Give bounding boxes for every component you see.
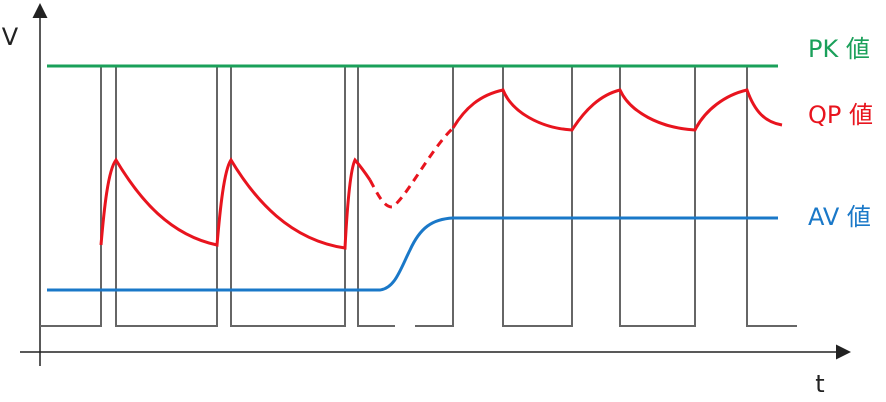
pulse-train — [40, 65, 797, 327]
y-axis-label: V — [2, 23, 19, 51]
av-curve — [47, 216, 778, 292]
x-axis-label: t — [815, 370, 824, 398]
av-label: AV 値 — [808, 203, 871, 231]
qp-solid — [99, 157, 372, 250]
qp-label: QP 値 — [808, 101, 873, 129]
qp-solid — [451, 88, 783, 132]
qp-dashed — [368, 126, 455, 209]
pk-label: PK 値 — [808, 35, 870, 63]
qp-curve — [99, 88, 783, 250]
pulse-segment — [40, 65, 395, 327]
